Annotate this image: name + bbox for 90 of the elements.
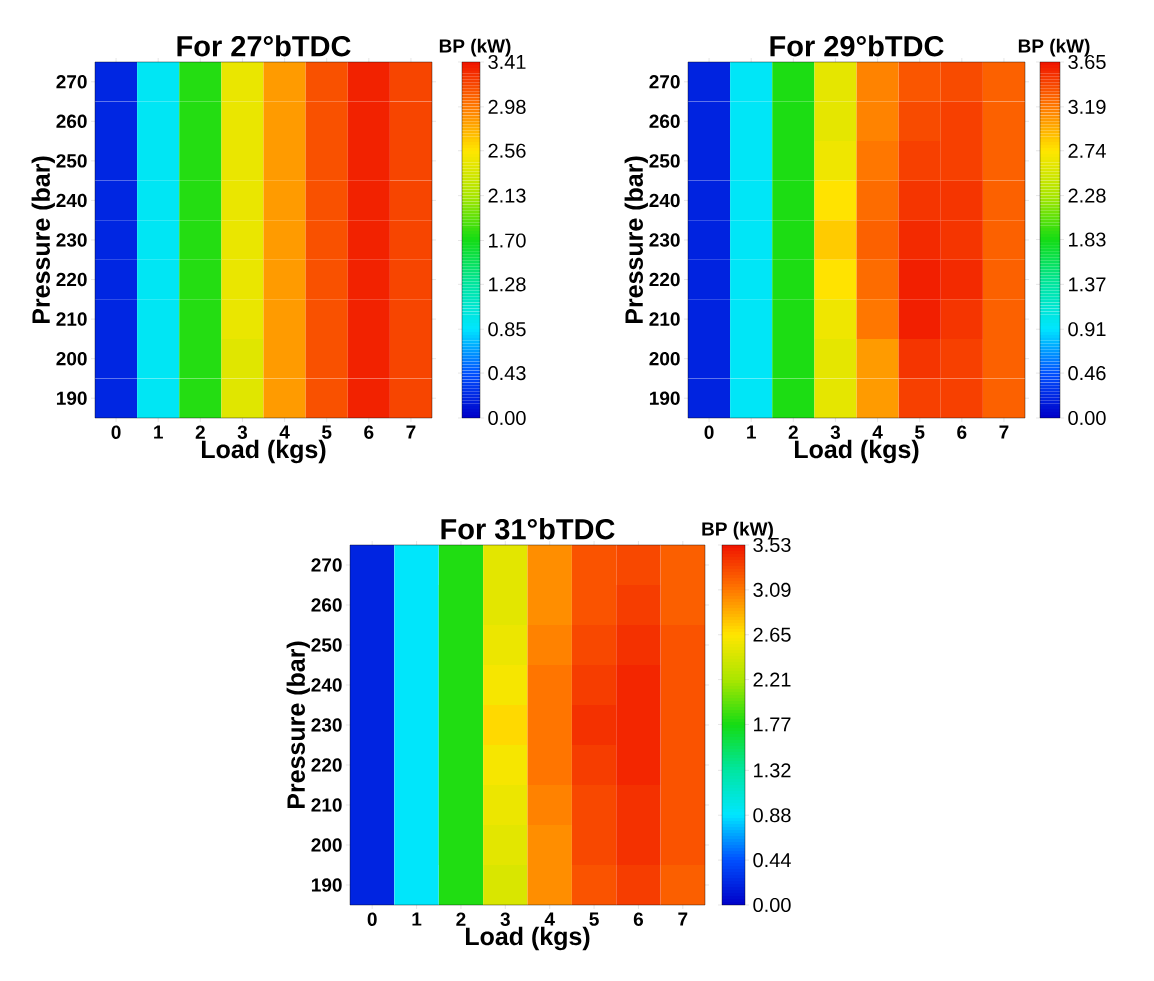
y-tick-label: 270 <box>56 75 87 89</box>
color-bar-label: 1.32 <box>754 763 791 778</box>
color-bar-label: 2.13 <box>488 188 526 203</box>
x-tick-label: 5 <box>589 912 599 926</box>
color-bar-label: 0.00 <box>488 410 526 426</box>
y-tick-label: 250 <box>649 154 680 168</box>
color-bar-label: 0.91 <box>1068 322 1106 337</box>
x-tick-label: 1 <box>747 425 756 439</box>
y-tick-label: 250 <box>56 154 87 168</box>
x-tick-label: 7 <box>678 912 688 926</box>
color-bar-label: 0.00 <box>1068 410 1106 426</box>
color-bar-label: 2.98 <box>488 99 526 114</box>
x-tick-label: 7 <box>999 425 1009 439</box>
color-bar-label: 0.44 <box>753 853 791 868</box>
color-bar-label: 1.28 <box>489 277 526 292</box>
color-bar-label: 1.77 <box>754 717 791 732</box>
y-tick-label: 270 <box>649 75 680 89</box>
y-tick-label: 240 <box>56 193 87 208</box>
x-tick-label: 2 <box>195 425 205 439</box>
y-tick-label: 190 <box>311 878 342 892</box>
color-bar-label: 2.28 <box>1068 188 1106 203</box>
y-tick-label: 260 <box>649 114 680 129</box>
x-tick-label: 4 <box>279 425 290 439</box>
y-tick-label: 260 <box>311 598 342 612</box>
color-bar-title: BP (kW) <box>702 521 773 540</box>
y-tick-label: 210 <box>56 312 87 326</box>
y-axis-title: Pressure (bar) <box>624 156 648 324</box>
x-tick-label: 0 <box>704 425 714 439</box>
chart-title: For 29°bTDC <box>770 35 944 57</box>
color-bar-label: 2.21 <box>753 672 791 687</box>
x-axis-title: Load (kgs) <box>465 926 590 951</box>
color-bar-label: 1.83 <box>1069 232 1106 247</box>
color-bar-title: BP (kW) <box>1018 38 1090 57</box>
x-tick-label: 0 <box>111 425 121 439</box>
y-tick-label: 220 <box>56 272 87 287</box>
x-tick-label: 4 <box>544 912 555 926</box>
y-tick-label: 190 <box>649 391 680 405</box>
y-tick-label: 200 <box>649 351 680 366</box>
x-tick-label: 0 <box>367 912 377 926</box>
y-tick-label: 240 <box>311 678 342 692</box>
x-tick-label: 3 <box>500 912 510 927</box>
y-tick-label: 210 <box>649 312 680 326</box>
y-axis-title: Pressure (bar) <box>286 641 310 809</box>
x-tick-label: 5 <box>914 425 925 439</box>
x-tick-label: 3 <box>830 425 841 440</box>
color-bar-label: 0.46 <box>1068 366 1106 381</box>
x-axis-title: Load (kgs) <box>201 439 326 464</box>
x-tick-label: 1 <box>412 912 422 926</box>
y-axis-title: Pressure (bar) <box>31 156 55 324</box>
x-tick-label: 5 <box>321 425 332 439</box>
color-bar-label: 2.65 <box>753 627 791 642</box>
color-bar-label: 3.09 <box>753 582 791 597</box>
x-tick-label: 1 <box>154 425 163 439</box>
color-bar-label: 2.56 <box>488 143 526 158</box>
y-tick-label: 230 <box>649 233 680 247</box>
color-bar-label: 0.88 <box>753 808 791 823</box>
x-tick-label: 6 <box>957 425 967 439</box>
y-tick-label: 230 <box>311 718 342 732</box>
y-tick-label: 230 <box>56 233 87 247</box>
x-tick-label: 6 <box>633 912 644 926</box>
x-tick-label: 7 <box>406 425 416 439</box>
color-bar-label: 1.70 <box>489 233 526 248</box>
y-tick-label: 220 <box>649 272 680 287</box>
x-tick-label: 2 <box>788 425 798 439</box>
x-tick-label: 6 <box>364 425 374 439</box>
color-bar-label: 0.43 <box>488 366 526 381</box>
color-bar-label: 3.53 <box>753 537 791 553</box>
x-tick-label: 3 <box>237 425 248 440</box>
y-tick-label: 260 <box>56 114 87 129</box>
y-tick-label: 210 <box>311 798 342 812</box>
chart-title: For 31°bTDC <box>441 518 615 540</box>
y-tick-label: 200 <box>311 838 342 852</box>
color-bar-label: 2.74 <box>1068 143 1106 158</box>
chart-title: For 27°bTDC <box>177 35 351 57</box>
color-bar-label: 0.85 <box>488 322 526 337</box>
x-tick-label: 2 <box>456 912 466 926</box>
y-tick-label: 190 <box>56 391 87 405</box>
y-tick-label: 220 <box>311 758 342 772</box>
x-tick-label: 4 <box>872 425 883 439</box>
color-bar-label: 3.65 <box>1068 54 1106 70</box>
x-axis-title: Load (kgs) <box>794 439 919 464</box>
color-bar-title: BP (kW) <box>439 38 511 57</box>
y-tick-label: 270 <box>311 558 342 572</box>
color-bar-label: 3.41 <box>488 54 526 70</box>
color-bar-label: 0.00 <box>753 897 791 913</box>
y-tick-label: 240 <box>649 193 680 208</box>
color-bar-label: 1.37 <box>1069 277 1106 292</box>
color-bar-label: 3.19 <box>1068 99 1106 114</box>
y-tick-label: 250 <box>311 638 342 652</box>
y-tick-label: 200 <box>56 351 87 366</box>
